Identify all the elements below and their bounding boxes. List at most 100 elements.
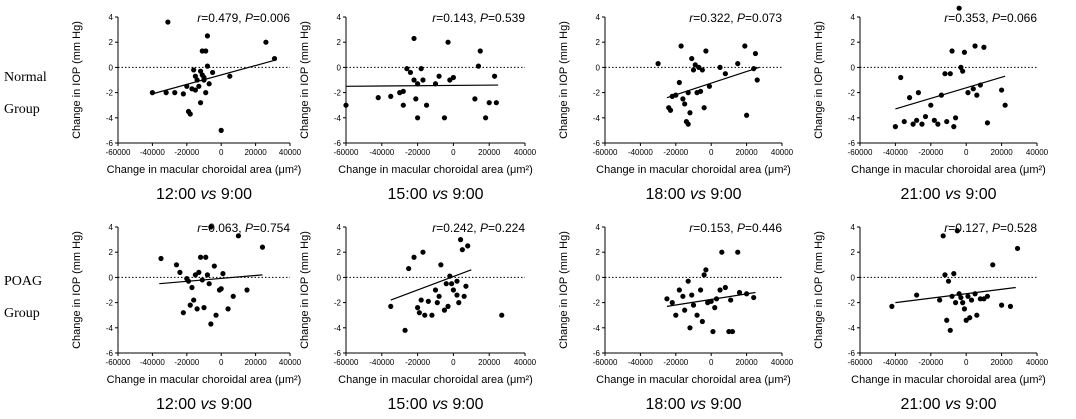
- stat-r-symbol: r: [689, 11, 694, 25]
- y-tick-label: -2: [848, 299, 856, 308]
- data-point: [436, 73, 442, 79]
- x-tick-label: 20000: [244, 148, 267, 157]
- x-tick-label: 40000: [771, 148, 794, 157]
- data-point: [449, 281, 455, 287]
- caption-base: 9:00: [706, 396, 742, 413]
- x-axis-label: Change in macular choroidal area (μm²): [107, 374, 302, 386]
- x-tick-label: 0: [219, 358, 224, 367]
- data-point: [655, 61, 661, 67]
- data-point: [664, 296, 670, 302]
- stat-r-value: =0.153,: [693, 221, 737, 235]
- stat-p-symbol: P: [245, 11, 253, 25]
- data-point: [208, 224, 214, 230]
- x-axis-label: Change in macular choroidal area (μm²): [596, 164, 791, 176]
- data-point: [400, 102, 406, 108]
- stats-annotation: r=0.242, P=0.224: [432, 221, 525, 235]
- x-tick-label: -40000: [628, 358, 653, 367]
- data-point: [411, 35, 417, 42]
- data-point: [697, 88, 704, 94]
- data-point: [752, 50, 759, 57]
- y-tick-label: 2: [851, 38, 856, 47]
- stat-r-value: =0.353,: [948, 11, 992, 25]
- data-point: [690, 67, 697, 73]
- data-point: [701, 272, 707, 278]
- x-axis-label: Change in macular choroidal area (μm²): [851, 164, 1046, 176]
- data-point: [194, 306, 200, 312]
- data-point: [744, 112, 750, 118]
- data-point: [210, 69, 216, 76]
- stat-p-symbol: P: [992, 221, 1000, 235]
- caption-time: 18:00: [645, 186, 689, 203]
- stat-r-symbol: r: [689, 221, 694, 235]
- x-tick-label: 0: [219, 148, 224, 157]
- data-point: [472, 96, 478, 102]
- y-axis-label: Change in IOP (mm Hg): [558, 231, 570, 349]
- data-point: [742, 43, 748, 49]
- data-point: [697, 287, 704, 293]
- data-point: [227, 73, 233, 79]
- y-tick-label: 4: [337, 223, 342, 232]
- data-point: [463, 283, 469, 289]
- data-point: [441, 307, 448, 313]
- y-tick-label: -6: [848, 349, 856, 358]
- data-point: [956, 5, 962, 11]
- data-point: [191, 297, 197, 303]
- data-point: [949, 293, 955, 299]
- data-point: [960, 300, 966, 306]
- data-point: [722, 71, 728, 77]
- data-point: [937, 297, 943, 303]
- data-point: [984, 120, 991, 126]
- data-point: [901, 118, 907, 125]
- data-point: [701, 105, 707, 111]
- data-point: [432, 81, 439, 87]
- data-point: [970, 86, 976, 92]
- data-point: [443, 281, 449, 287]
- data-point: [944, 317, 950, 323]
- y-tick-label: 0: [337, 273, 342, 282]
- stats-annotation: r=0.479, P=0.006: [197, 11, 290, 25]
- caption-base: 9:00: [961, 186, 997, 203]
- data-point: [974, 92, 980, 98]
- y-tick-label: -6: [848, 139, 856, 148]
- data-point: [203, 254, 209, 260]
- data-point: [457, 237, 464, 243]
- stat-r-value: =0.479,: [201, 11, 245, 25]
- y-tick-label: -6: [593, 139, 601, 148]
- data-point: [445, 303, 451, 309]
- x-tick-label: -40000: [883, 358, 908, 367]
- data-point: [919, 121, 925, 127]
- y-tick-label: 0: [337, 63, 342, 72]
- data-point: [194, 77, 200, 83]
- data-point: [728, 297, 734, 303]
- y-tick-label: -2: [334, 299, 342, 308]
- data-point: [703, 267, 709, 273]
- data-point: [420, 249, 426, 255]
- caption-time: 18:00: [645, 396, 689, 413]
- stat-p-symbol: P: [737, 11, 745, 25]
- data-point: [977, 82, 983, 88]
- data-point: [493, 100, 499, 106]
- data-point: [418, 297, 424, 303]
- data-point: [199, 277, 205, 283]
- data-point: [699, 318, 705, 325]
- data-point: [689, 55, 695, 62]
- x-tick-label: 0: [451, 148, 456, 157]
- data-point: [947, 327, 953, 333]
- caption-vs: vs: [432, 186, 448, 203]
- stat-p-symbol: P: [737, 221, 745, 235]
- panel-caption: 18:00 vs 9:00: [645, 186, 741, 203]
- data-point: [961, 49, 968, 55]
- stat-r-value: =0.127,: [948, 221, 992, 235]
- data-point: [235, 233, 241, 239]
- y-tick-label: -2: [593, 89, 601, 98]
- data-point: [197, 100, 204, 106]
- stats-annotation: r=0.127, P=0.528: [944, 221, 1037, 235]
- data-point: [699, 67, 705, 73]
- y-tick-label: -6: [593, 349, 601, 358]
- data-point: [892, 124, 899, 130]
- data-point: [415, 115, 421, 121]
- data-point: [263, 39, 269, 45]
- y-tick-label: 2: [596, 38, 601, 47]
